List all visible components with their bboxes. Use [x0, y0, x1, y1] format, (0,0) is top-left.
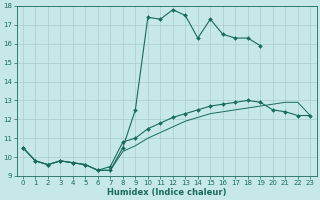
- X-axis label: Humidex (Indice chaleur): Humidex (Indice chaleur): [107, 188, 226, 197]
